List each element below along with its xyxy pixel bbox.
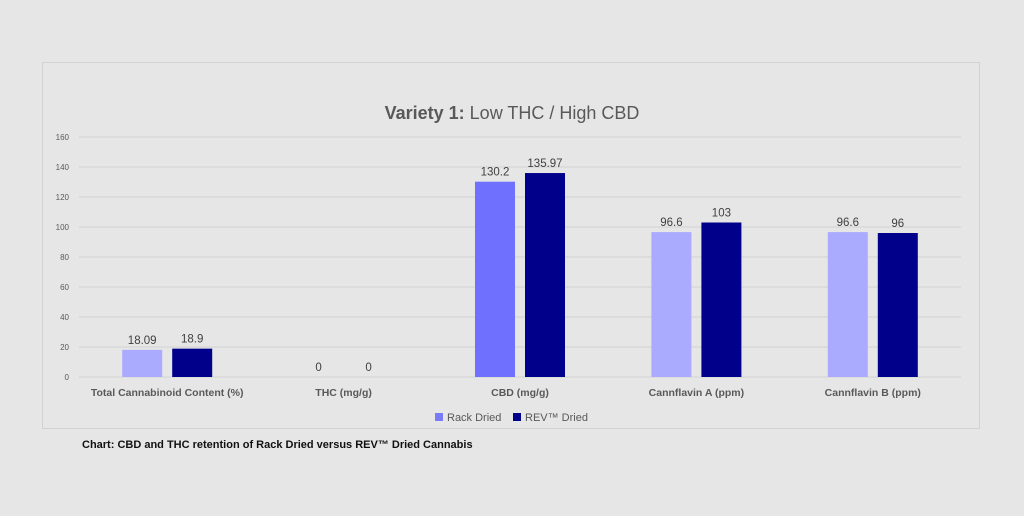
legend-swatch — [513, 413, 521, 421]
y-tick-label: 100 — [56, 223, 70, 232]
x-category-label: Cannflavin A (ppm) — [649, 387, 744, 399]
y-axis-ticks: 0 20 40 60 80 100 120 140 160 — [56, 133, 70, 382]
y-tick-label: 80 — [60, 253, 69, 262]
data-label: 130.2 — [481, 167, 510, 179]
bar-chart: Variety 1: Low THC / High CBD 0 20 40 60 80 1… — [56, 103, 961, 424]
legend-label: REV™ Dried — [525, 412, 588, 424]
bar-rack-dried — [475, 181, 515, 377]
chart-panel: Variety 1: Low THC / High CBD 0 20 40 60 80 1… — [42, 62, 980, 429]
x-category-label: Cannflavin B (ppm) — [825, 387, 921, 399]
bar-rev-dried — [525, 173, 565, 377]
bar-rev-dried — [701, 222, 742, 377]
y-tick-label: 120 — [56, 193, 70, 202]
y-tick-label: 20 — [60, 343, 69, 352]
data-label: 18.9 — [181, 334, 203, 346]
bar-rack-dried — [827, 232, 868, 377]
chart-caption: Chart: CBD and THC retention of Rack Dri… — [82, 439, 473, 451]
data-label: 96 — [891, 218, 904, 230]
data-label: 96.6 — [660, 217, 682, 229]
bar-rev-dried — [172, 348, 213, 377]
data-label: 0 — [315, 362, 321, 374]
x-axis-labels: Total Cannabinoid Content (%) THC (mg/g) C… — [91, 387, 921, 399]
bar-rack-dried — [651, 232, 692, 377]
legend-label: Rack Dried — [447, 412, 501, 424]
legend-item-rack-dried[interactable]: Rack Dried — [435, 412, 501, 424]
data-label: 0 — [365, 362, 371, 374]
data-label: 135.97 — [527, 158, 562, 170]
chart-title-bold: Variety 1: — [385, 103, 465, 123]
legend[interactable]: Rack Dried REV™ Dried — [435, 412, 588, 424]
x-category-label: CBD (mg/g) — [491, 387, 549, 399]
data-label: 96.6 — [837, 217, 859, 229]
data-label: 18.09 — [128, 335, 157, 347]
data-label: 103 — [712, 208, 731, 220]
data-labels: 18.09 18.9 0 0 130.2 135.97 96.6 103 96.6 96 — [128, 158, 904, 374]
legend-swatch — [435, 413, 443, 421]
bars — [122, 173, 918, 377]
y-tick-label: 160 — [56, 133, 70, 142]
y-tick-label: 140 — [56, 163, 70, 172]
x-category-label: THC (mg/g) — [315, 387, 372, 399]
y-tick-label: 40 — [60, 313, 69, 322]
y-tick-label: 60 — [60, 283, 69, 292]
chart-title-rest: Low THC / High CBD — [465, 103, 640, 123]
bar-rev-dried — [877, 233, 918, 377]
y-tick-label: 0 — [65, 373, 70, 382]
legend-item-rev-dried[interactable]: REV™ Dried — [513, 412, 588, 424]
x-category-label: Total Cannabinoid Content (%) — [91, 387, 244, 399]
gridlines — [79, 136, 961, 378]
bar-rack-dried — [122, 349, 163, 377]
chart-title: Variety 1: Low THC / High CBD — [385, 103, 640, 123]
